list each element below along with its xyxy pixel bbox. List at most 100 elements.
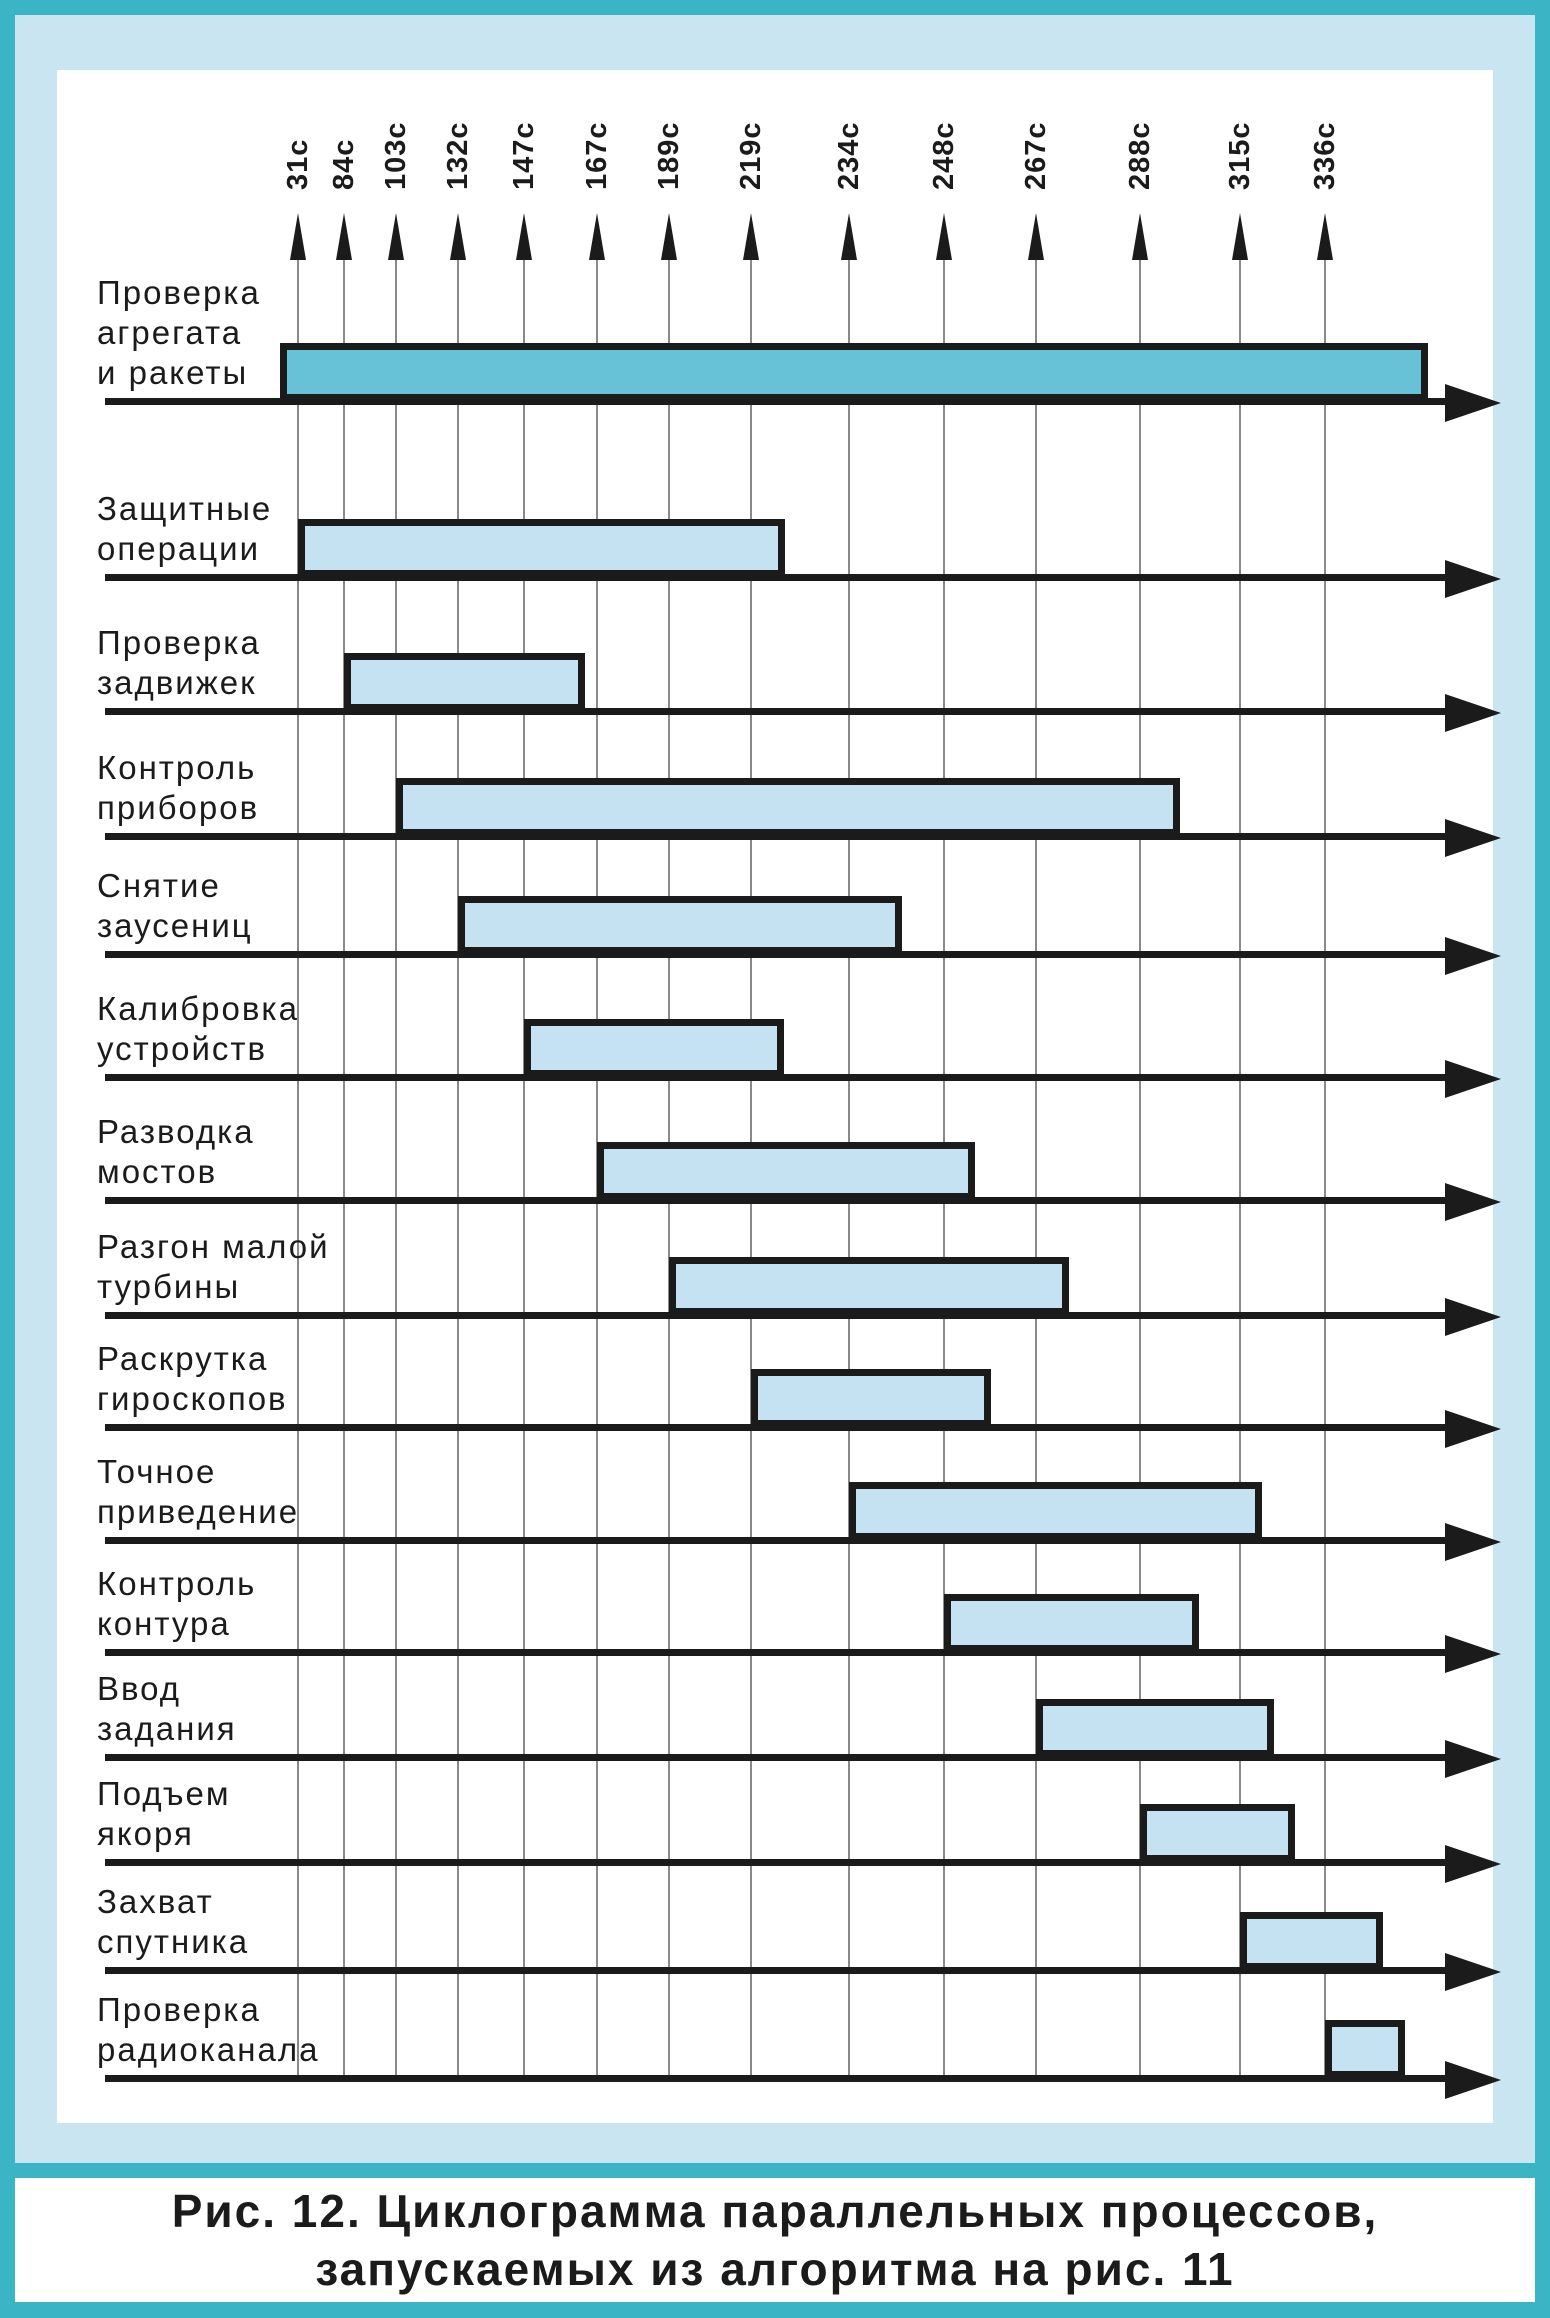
row-axis-arrowhead-icon bbox=[1445, 2061, 1501, 2099]
timeline-gridline bbox=[343, 260, 345, 2078]
timeline-tick-label: 315с bbox=[1224, 121, 1256, 190]
row-bar bbox=[344, 653, 585, 711]
chart-area: 31с 84с 103с 132с 147с 167с 189с 219с 234с 248с 26… bbox=[57, 70, 1501, 2123]
timeline-tick-label: 31с bbox=[282, 138, 314, 190]
timeline-up-arrow-icon bbox=[1132, 213, 1148, 260]
timeline-up-arrow-icon bbox=[661, 213, 677, 260]
timeline-up-arrow-icon bbox=[1028, 213, 1044, 260]
row-label-line: контура bbox=[97, 1605, 231, 1642]
row-label: Проверка радиоканала bbox=[97, 1990, 319, 2070]
row-label-line: операции bbox=[97, 530, 261, 567]
row-axis-arrowhead-icon bbox=[1445, 1845, 1501, 1883]
row-bar bbox=[849, 1482, 1262, 1540]
row-label-line: Контроль bbox=[97, 749, 257, 786]
timeline-gridline bbox=[1324, 260, 1326, 2078]
row-axis-line bbox=[105, 1754, 1445, 1761]
row-axis-line bbox=[105, 708, 1445, 715]
row-label-line: Проверка bbox=[97, 1991, 261, 2028]
row-label-line: Контроль bbox=[97, 1565, 257, 1602]
row-label: Контроль контура bbox=[97, 1564, 256, 1644]
timeline-tick-label: 132с bbox=[442, 121, 474, 190]
row-axis-line bbox=[105, 1312, 1445, 1319]
row-label-line: Защитные bbox=[97, 490, 273, 527]
row-axis-line bbox=[105, 574, 1445, 581]
row-axis-arrowhead-icon bbox=[1445, 694, 1501, 732]
timeline-up-arrow-icon bbox=[743, 213, 759, 260]
row-axis-arrowhead-icon bbox=[1445, 937, 1501, 975]
row-axis-arrowhead-icon bbox=[1445, 1635, 1501, 1673]
row-label-line: якоря bbox=[97, 1815, 194, 1852]
timeline-tick-label: 103с bbox=[380, 121, 412, 190]
row-label: Защитные операции bbox=[97, 489, 272, 569]
timeline-gridline bbox=[523, 260, 525, 2078]
row-axis-arrowhead-icon bbox=[1445, 1298, 1501, 1336]
row-label-line: Точное bbox=[97, 1453, 217, 1490]
row-axis-arrowhead-icon bbox=[1445, 1183, 1501, 1221]
row-bar bbox=[458, 896, 902, 954]
row-label-line: Подъем bbox=[97, 1775, 231, 1812]
row-bar bbox=[669, 1257, 1069, 1315]
row-axis-line bbox=[105, 2075, 1445, 2082]
row-bar bbox=[280, 343, 1428, 401]
row-label-line: агрегата bbox=[97, 314, 243, 351]
timeline-tick-label: 219с bbox=[735, 121, 767, 190]
row-label-line: устройств bbox=[97, 1030, 268, 1067]
row-bar bbox=[1325, 2020, 1405, 2078]
row-label-line: Захват bbox=[97, 1883, 214, 1920]
row-bar bbox=[1036, 1699, 1274, 1757]
row-label: Проверка задвижек bbox=[97, 623, 261, 703]
row-axis-arrowhead-icon bbox=[1445, 819, 1501, 857]
row-axis-arrowhead-icon bbox=[1445, 1060, 1501, 1098]
row-label-line: мостов bbox=[97, 1153, 218, 1190]
timeline-tick-label: 167с bbox=[581, 121, 613, 190]
timeline-tick-label: 234с bbox=[833, 121, 865, 190]
timeline-tick-label: 147с bbox=[508, 121, 540, 190]
row-bar bbox=[524, 1019, 784, 1077]
row-axis-line bbox=[105, 1074, 1445, 1081]
caption-line-1: Рис. 12. Циклограмма параллельных процес… bbox=[171, 2185, 1379, 2237]
row-axis-arrowhead-icon bbox=[1445, 1523, 1501, 1561]
row-label: Контроль приборов bbox=[97, 748, 259, 828]
row-label-line: Снятие bbox=[97, 867, 221, 904]
row-label: Разгон малой турбины bbox=[97, 1227, 330, 1307]
timeline-up-arrow-icon bbox=[516, 213, 532, 260]
timeline-tick-label: 84с bbox=[328, 138, 360, 190]
row-label: Снятие заусениц bbox=[97, 866, 253, 946]
timeline-tick-label: 288с bbox=[1124, 121, 1156, 190]
timeline-up-arrow-icon bbox=[336, 213, 352, 260]
timeline-up-arrow-icon bbox=[936, 213, 952, 260]
row-axis-line bbox=[105, 1424, 1445, 1431]
row-axis-line bbox=[105, 1537, 1445, 1544]
row-label: Точное приведение bbox=[97, 1452, 299, 1532]
timeline-gridline bbox=[297, 260, 299, 2078]
row-axis-line bbox=[105, 1967, 1445, 1974]
row-label: Разводка мостов bbox=[97, 1112, 255, 1192]
row-label-line: радиоканала bbox=[97, 2031, 320, 2068]
row-bar bbox=[396, 778, 1180, 836]
row-axis-arrowhead-icon bbox=[1445, 560, 1501, 598]
row-label-line: задвижек bbox=[97, 664, 257, 701]
row-axis-arrowhead-icon bbox=[1445, 384, 1501, 422]
row-axis-line bbox=[105, 1859, 1445, 1866]
timeline-up-arrow-icon bbox=[388, 213, 404, 260]
row-bar bbox=[1140, 1804, 1295, 1862]
row-bar bbox=[751, 1369, 991, 1427]
row-axis-arrowhead-icon bbox=[1445, 1740, 1501, 1778]
timeline-gridline bbox=[457, 260, 459, 2078]
row-bar bbox=[597, 1142, 975, 1200]
timeline-tick-label: 267с bbox=[1020, 121, 1052, 190]
row-axis-arrowhead-icon bbox=[1445, 1953, 1501, 1991]
timeline-tick-label: 248с bbox=[928, 121, 960, 190]
timeline-tick-label: 336с bbox=[1309, 121, 1341, 190]
row-axis-arrowhead-icon bbox=[1445, 1410, 1501, 1448]
row-label-line: турбины bbox=[97, 1268, 241, 1305]
row-label-line: Разводка bbox=[97, 1113, 255, 1150]
row-label: Захват спутника bbox=[97, 1882, 249, 1962]
row-axis-line bbox=[105, 398, 1445, 405]
row-label-line: приборов bbox=[97, 789, 260, 826]
row-bar bbox=[944, 1594, 1199, 1652]
row-label-line: Разгон малой bbox=[97, 1228, 330, 1265]
figure-caption: Рис. 12. Циклограмма параллельных процес… bbox=[15, 2178, 1535, 2302]
row-label-line: приведение bbox=[97, 1493, 300, 1530]
